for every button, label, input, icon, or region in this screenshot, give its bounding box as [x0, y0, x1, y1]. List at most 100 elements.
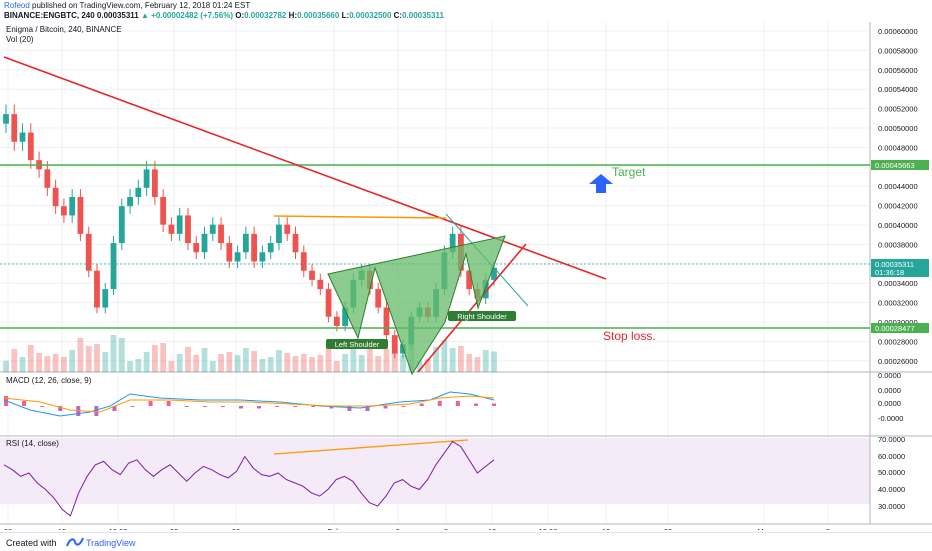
- tradingview-logo-icon: [66, 537, 84, 547]
- price-axis-label: 0.00040000: [878, 221, 918, 230]
- rsi-axis[interactable]: 70.0000 60.0000 50.0000 40.0000 30.0000: [878, 435, 905, 511]
- volume-bar: [3, 360, 9, 372]
- candle-body: [110, 243, 117, 290]
- candle-body: [209, 224, 216, 234]
- time-axis-label: Mar: [758, 527, 771, 530]
- candle-body: [333, 316, 340, 326]
- macd-bar: [166, 401, 171, 406]
- candle-body: [77, 197, 84, 234]
- ascending-trendline[interactable]: [417, 243, 527, 373]
- c-label: C:: [393, 11, 403, 20]
- time-axis[interactable]: 00 15 12:00 22 26 Feb 5 8 12 12:00 19 23 Mar 5: [4, 527, 830, 530]
- chart-header: Rofeod published on TradingView.com, Feb…: [0, 0, 932, 22]
- last-price-tag: 0.00035311 01:36:18: [871, 259, 929, 277]
- candle-body: [151, 169, 158, 197]
- tradingview-brand[interactable]: TradingView: [86, 538, 136, 548]
- time-axis-label: 19: [602, 527, 610, 530]
- macd-bar: [419, 403, 424, 406]
- volume-bar: [325, 343, 332, 372]
- rsi-band: [0, 438, 870, 504]
- price-axis-label: 0.00038000: [878, 240, 918, 249]
- volume-bar: [375, 356, 382, 372]
- macd-bar: [40, 406, 45, 407]
- h-label: H:: [288, 11, 298, 20]
- price-axis-label: 0.00056000: [878, 66, 918, 75]
- low-value: 0.00032500: [349, 11, 392, 20]
- time-axis-label: 8: [444, 527, 448, 530]
- volume-bar: [358, 355, 365, 372]
- l-label: L:: [341, 11, 350, 20]
- orange-neckline[interactable]: [273, 215, 447, 219]
- ohlc-line: BINANCE:ENGBTC, 240 0.00035311 ▲ +0.0000…: [4, 11, 444, 21]
- volume-bar: [11, 349, 18, 372]
- candle-body: [3, 114, 9, 124]
- candle-body: [127, 197, 133, 207]
- macd-bar: [347, 406, 352, 411]
- candle-body: [52, 187, 59, 207]
- candle-body: [226, 243, 233, 262]
- candle-body: [391, 335, 398, 354]
- author-link[interactable]: Rofeod: [4, 1, 30, 10]
- volume-bar: [94, 344, 100, 372]
- time-axis-label: 5: [826, 527, 830, 530]
- rsi-axis-label: 60.0000: [878, 452, 905, 461]
- volume-bar: [118, 338, 125, 372]
- volume-bar: [185, 347, 191, 372]
- candle-body: [11, 114, 18, 142]
- inverse-head-shoulders-pattern[interactable]: [327, 235, 506, 376]
- stop-price-tag: 0.00028477: [871, 323, 929, 333]
- candle-body: [292, 233, 299, 253]
- candle-body: [482, 279, 489, 299]
- left-shoulder-label: Left Shoulder: [326, 339, 388, 349]
- price-axis-label: 0.00044000: [878, 182, 918, 191]
- macd-bar: [365, 406, 370, 411]
- candle-body: [135, 187, 142, 197]
- candle-body: [85, 233, 92, 271]
- o-label: O:: [235, 11, 245, 20]
- candle-body: [375, 289, 382, 308]
- macd-bar: [329, 406, 334, 409]
- descending-trendline[interactable]: [3, 56, 607, 280]
- volume-bar: [491, 351, 497, 372]
- macd-pane[interactable]: [0, 372, 870, 436]
- volume-bar: [367, 348, 373, 372]
- macd-axis[interactable]: 0.0000 0.0000 0.0000 -0.0000: [878, 371, 903, 423]
- macd-bar: [130, 406, 135, 407]
- candle-body: [300, 252, 307, 271]
- volume-bars: [3, 335, 497, 372]
- volume-bar: [52, 354, 59, 372]
- volume-bar: [160, 343, 167, 372]
- candle-body: [267, 243, 274, 253]
- volume-bar: [209, 361, 216, 372]
- candle-body: [193, 243, 200, 253]
- macd-bar: [437, 401, 442, 406]
- volume-bar: [284, 353, 291, 372]
- macd-axis-label: -0.0000: [878, 414, 903, 423]
- volume-bar: [226, 352, 233, 372]
- right-shoulder-label: Right Shoulder: [448, 311, 516, 321]
- candle-body: [94, 270, 100, 308]
- rsi-divergence-line[interactable]: [273, 439, 469, 455]
- rsi-axis-label: 70.0000: [878, 435, 905, 444]
- volume-bar: [135, 359, 142, 372]
- candle-body: [251, 233, 258, 262]
- macd-bar: [492, 403, 496, 406]
- candle-body: [176, 215, 183, 234]
- macd-axis-label: 0.0000: [878, 399, 901, 408]
- time-axis-label: 23: [664, 527, 672, 530]
- volume-bar: [201, 348, 208, 372]
- candle-body: [491, 267, 497, 280]
- candle-body: [218, 224, 224, 244]
- price-axis[interactable]: 0.00060000 0.00058000 0.00056000 0.00054000…: [878, 27, 918, 366]
- volume-bar: [27, 345, 34, 372]
- price-axis-label: 0.00052000: [878, 105, 918, 114]
- rsi-axis-label: 50.0000: [878, 468, 905, 477]
- volume-bar: [433, 347, 439, 372]
- volume-bar: [44, 356, 51, 372]
- macd-axis-label: 0.0000: [878, 386, 901, 395]
- price-axis-label: 0.00026000: [878, 357, 918, 366]
- price-axis-label: 0.00028000: [878, 337, 918, 346]
- chart-area[interactable]: Left Shoulder Right Shoulder Target Stop…: [0, 22, 932, 530]
- chart-svg[interactable]: Left Shoulder Right Shoulder Target Stop…: [0, 22, 932, 530]
- macd-bar: [473, 403, 478, 406]
